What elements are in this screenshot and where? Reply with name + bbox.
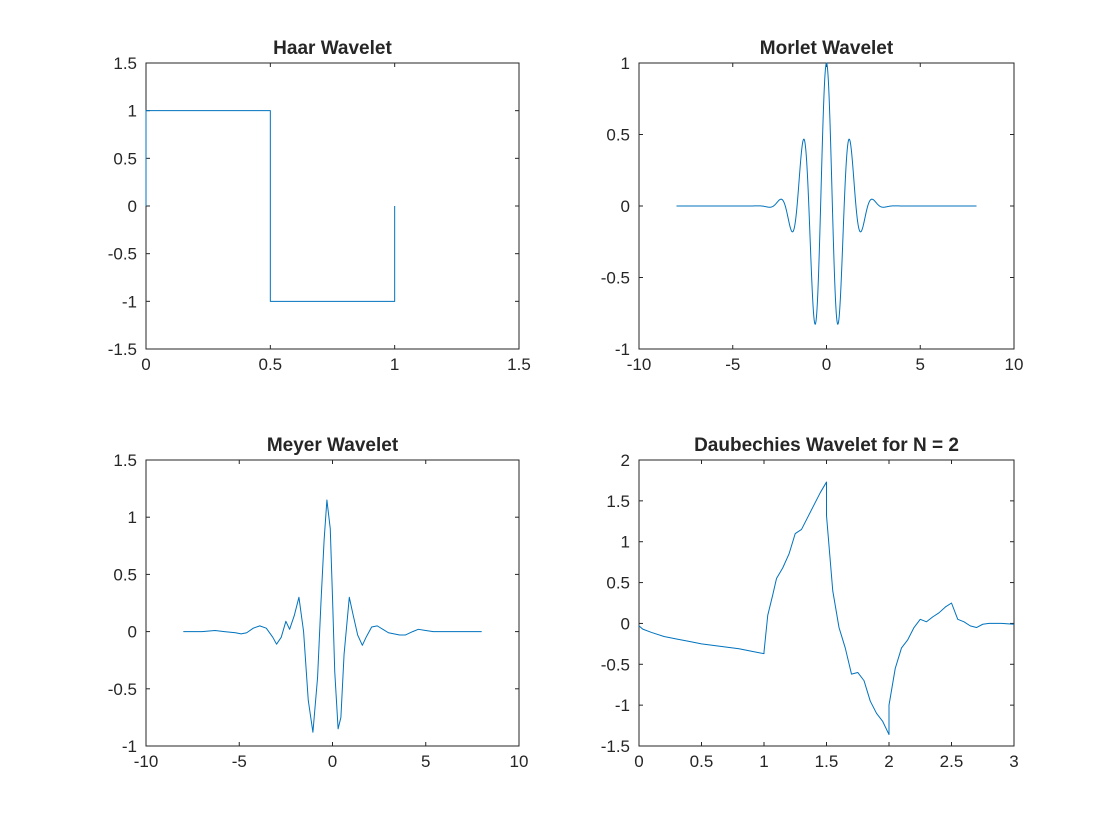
x-tick-label: -5 xyxy=(725,355,740,374)
y-tick-label: -0.5 xyxy=(601,269,630,288)
series-line xyxy=(638,481,1015,736)
subplot-meyer: Meyer Wavelet -10 -5 0 5 10 -1 -0.5 0 0.5 1 1.5 xyxy=(108,435,529,771)
series-line xyxy=(145,110,396,302)
y-tick-label: 1.5 xyxy=(606,492,630,511)
x-tick-label: 0 xyxy=(141,355,150,374)
y-tick-label: 0.5 xyxy=(113,149,137,168)
series-line xyxy=(183,499,482,733)
x-tick-label: 0.5 xyxy=(690,752,714,771)
subplot-title: Daubechies Wavelet for N = 2 xyxy=(694,435,959,456)
subplot-haar: Haar Wavelet 0 0.5 1 1.5 -1.5 -1 -0.5 0 0.5 1 1.5 xyxy=(108,38,531,374)
y-tick-label: -1.5 xyxy=(108,340,137,359)
y-tick-label: -1.5 xyxy=(601,737,630,756)
subplot-morlet: Morlet Wavelet -10 -5 0 5 10 -1 -0.5 0 0.5 1 xyxy=(601,38,1024,374)
x-tick-label: 0 xyxy=(328,752,337,771)
y-tick-label: -1 xyxy=(122,292,137,311)
x-tick-label: -10 xyxy=(627,355,652,374)
y-tick-label: -1 xyxy=(122,737,137,756)
y-tick-label: 0.5 xyxy=(606,574,630,593)
x-tick-label: 10 xyxy=(510,752,529,771)
x-tick-label: 1 xyxy=(759,752,768,771)
x-tick-label: -10 xyxy=(134,752,159,771)
x-tick-label: 2 xyxy=(884,752,893,771)
x-tick-label: 1.5 xyxy=(815,752,839,771)
y-tick-label: 1 xyxy=(128,508,137,527)
x-tick-label: 5 xyxy=(421,752,430,771)
subplot-title: Haar Wavelet xyxy=(273,38,392,59)
y-tick-label: 0 xyxy=(128,197,137,216)
x-tick-label: 1 xyxy=(390,355,399,374)
subplot-title: Morlet Wavelet xyxy=(760,38,894,59)
x-tick-label: 0 xyxy=(634,752,643,771)
x-tick-label: 0.5 xyxy=(259,355,283,374)
y-tick-label: -1 xyxy=(615,696,630,715)
x-tick-label: 10 xyxy=(1005,355,1024,374)
subplot-daubechies: Daubechies Wavelet for N = 2 0 0.5 1 1.5 2 2.… xyxy=(601,435,1019,771)
subplot-title: Meyer Wavelet xyxy=(267,435,399,456)
x-tick-label: -5 xyxy=(232,752,247,771)
y-tick-label: -1 xyxy=(615,340,630,359)
y-tick-label: -0.5 xyxy=(108,245,137,264)
x-tick-label: 5 xyxy=(916,355,925,374)
y-tick-label: 0 xyxy=(128,623,137,642)
y-tick-label: 1 xyxy=(621,533,630,552)
y-tick-label: -0.5 xyxy=(601,655,630,674)
y-tick-label: 0 xyxy=(621,614,630,633)
y-tick-label: 1 xyxy=(128,102,137,121)
x-tick-label: 0 xyxy=(822,355,831,374)
y-tick-label: 0.5 xyxy=(606,126,630,145)
x-tick-label: 3 xyxy=(1009,752,1018,771)
y-tick-label: 0.5 xyxy=(113,565,137,584)
axes-box xyxy=(145,62,520,350)
y-tick-label: 1.5 xyxy=(113,451,137,470)
x-tick-label: 1.5 xyxy=(507,355,531,374)
series-line xyxy=(676,62,977,325)
y-tick-label: 0 xyxy=(621,197,630,216)
x-tick-label: 2.5 xyxy=(940,752,964,771)
y-tick-label: -0.5 xyxy=(108,680,137,699)
y-tick-label: 2 xyxy=(621,451,630,470)
y-tick-label: 1.5 xyxy=(113,54,137,73)
y-tick-label: 1 xyxy=(621,54,630,73)
